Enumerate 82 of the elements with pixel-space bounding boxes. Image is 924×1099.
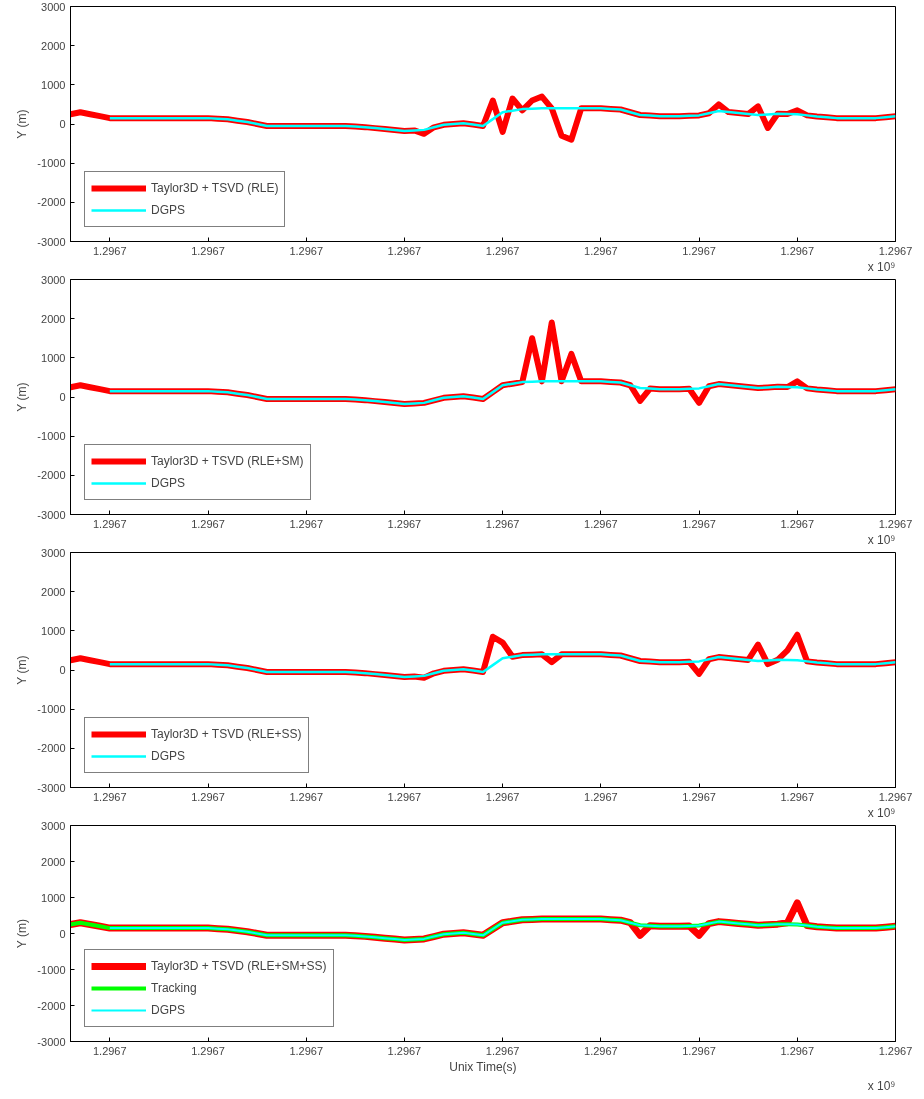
x-tick-label: 1.2967 — [485, 517, 520, 530]
y-tick-label: 3000 — [41, 546, 66, 559]
x-tick-label: 1.2967 — [485, 1044, 520, 1057]
x-tick-label: 1.2967 — [92, 244, 127, 257]
legend-label: DGPS — [151, 476, 186, 490]
legend-label: Taylor3D + TSVD (RLE) — [151, 181, 279, 195]
x-tick-label: 1.2967 — [387, 790, 422, 803]
y-tick-label: -2000 — [37, 742, 66, 755]
x-tick-label: 1.2967 — [485, 244, 520, 257]
y-tick-label: 0 — [59, 927, 66, 940]
text: x 10⁹ — [867, 532, 896, 547]
x-tick-label: 1.2967 — [780, 244, 815, 257]
text: x 10⁹ — [867, 259, 896, 274]
legend-label: DGPS — [151, 1003, 186, 1017]
y-tick-label: -3000 — [37, 508, 66, 521]
x-tick-label: 1.2967 — [780, 1044, 815, 1057]
x-tick-label: 1.2967 — [682, 517, 716, 530]
y-tick-label: 0 — [59, 391, 66, 403]
y-tick-label: 0 — [59, 664, 66, 676]
legend-label: DGPS — [151, 203, 186, 217]
x-tick-label: 1.2967 — [780, 517, 815, 530]
y-tick-label: 2000 — [41, 855, 66, 868]
x-tick-label: 1.2967 — [682, 1044, 716, 1057]
y-tick-label: 3000 — [41, 273, 66, 286]
text: x 10⁹ — [867, 1078, 896, 1093]
x-tick-label: 1.2967 — [92, 517, 127, 530]
legend-label: Taylor3D + TSVD (RLE+SM) — [151, 454, 304, 468]
x-tick-label: 1.2967 — [289, 517, 324, 530]
x-tick-label: 1.2967 — [191, 790, 225, 803]
x-tick-label: 1.2967 — [584, 790, 618, 803]
x-tick-label: 1.2967 — [485, 790, 520, 803]
y-tick-label: -2000 — [37, 999, 66, 1012]
legend-label: Tracking — [151, 981, 197, 995]
x-axis-title: Unix Time(s) — [449, 1059, 517, 1074]
y-tick-label: 2000 — [41, 312, 66, 325]
x-tick-label: 1.2967 — [387, 517, 422, 530]
y-tick-label: 1000 — [41, 78, 66, 91]
y-tick-label: 1000 — [41, 351, 66, 364]
x-tick-label: 1.2967 — [584, 1044, 618, 1057]
y-tick-label: -3000 — [37, 235, 66, 248]
x-tick-label: 1.2967 — [878, 1044, 913, 1057]
x-tick-label: 1.2967 — [92, 1044, 127, 1057]
legend-label: Taylor3D + TSVD (RLE+SS) — [151, 727, 302, 741]
y-tick-label: 3000 — [41, 819, 66, 832]
y-tick-label: -1000 — [37, 157, 66, 170]
legend-label: Taylor3D + TSVD (RLE+SM+SS) — [151, 959, 327, 973]
x-tick-label: 1.2967 — [584, 517, 618, 530]
y-tick-label: -1000 — [37, 963, 66, 976]
x-tick-label: 1.2967 — [92, 790, 127, 803]
y-tick-label: 1000 — [41, 891, 66, 904]
y-tick-label: -2000 — [37, 469, 66, 482]
x-tick-label: 1.2967 — [780, 790, 815, 803]
x-tick-label: 1.2967 — [878, 517, 913, 530]
y-tick-label: 2000 — [41, 39, 66, 52]
x-tick-label: 1.2967 — [289, 244, 324, 257]
y-tick-label: -3000 — [37, 781, 66, 794]
y-tick-label: 0 — [59, 118, 66, 130]
x-tick-label: 1.2967 — [289, 1044, 324, 1057]
y-tick-label: -3000 — [37, 1035, 66, 1048]
x-tick-label: 1.2967 — [682, 244, 716, 257]
y-tick-label: -2000 — [37, 196, 66, 209]
x-tick-label: 1.2967 — [191, 244, 225, 257]
y-axis-title: Y (m) — [15, 382, 30, 412]
y-axis-title: Y (m) — [15, 655, 30, 685]
x-tick-label: 1.2967 — [191, 517, 225, 530]
legend-label: DGPS — [151, 749, 186, 763]
x-tick-label: 1.2967 — [191, 1044, 225, 1057]
y-tick-label: 1000 — [41, 624, 66, 637]
x-tick-label: 1.2967 — [584, 244, 618, 257]
y-tick-label: 2000 — [41, 585, 66, 598]
x-tick-label: 1.2967 — [289, 790, 324, 803]
x-tick-label: 1.2967 — [878, 790, 913, 803]
y-axis-title: Y (m) — [15, 109, 30, 139]
y-tick-label: -1000 — [37, 703, 66, 716]
text: x 10⁹ — [867, 805, 896, 820]
y-tick-label: -1000 — [37, 430, 66, 443]
x-tick-label: 1.2967 — [682, 790, 716, 803]
x-tick-label: 1.2967 — [387, 1044, 422, 1057]
x-tick-label: 1.2967 — [878, 244, 913, 257]
x-tick-label: 1.2967 — [387, 244, 422, 257]
y-axis-title: Y (m) — [15, 919, 30, 949]
y-tick-label: 3000 — [41, 0, 66, 13]
